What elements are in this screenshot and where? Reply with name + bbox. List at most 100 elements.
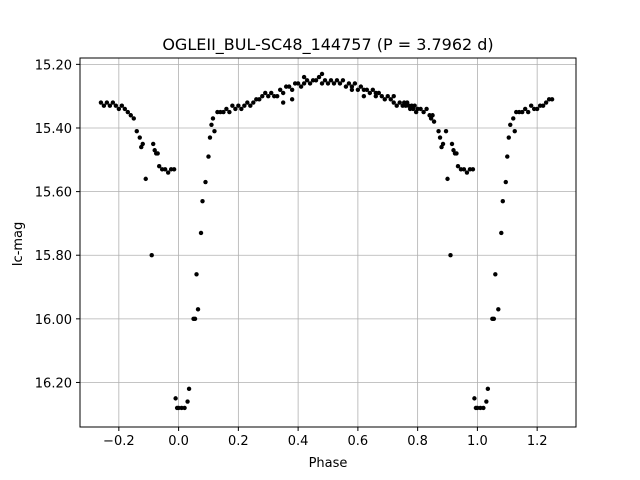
data-point <box>340 78 346 83</box>
x-tick-label: 1.0 <box>467 434 488 449</box>
data-point <box>260 93 265 99</box>
data-point <box>445 176 450 182</box>
data-point <box>151 141 156 147</box>
data-point <box>470 167 476 172</box>
data-point <box>382 97 387 102</box>
data-point <box>212 128 217 134</box>
data-point <box>367 90 373 96</box>
data-point <box>418 106 423 112</box>
x-tick-label: 0.0 <box>168 434 189 449</box>
x-tick-label: 0.6 <box>348 434 369 449</box>
data-point <box>443 128 449 134</box>
data-point <box>528 103 534 108</box>
data-point <box>149 253 154 258</box>
data-point <box>251 100 256 105</box>
data-point <box>373 90 379 96</box>
data-point <box>206 154 211 159</box>
data-point <box>481 405 486 411</box>
data-point <box>104 100 110 105</box>
data-point <box>430 113 435 118</box>
y-tick-label: 16.00 <box>35 313 72 328</box>
data-point <box>125 109 131 115</box>
y-axis: 15.20 15.40 15.60 15.80 16.00 16.20 <box>35 58 80 391</box>
y-axis-label: Ic-mag <box>11 222 26 267</box>
data-point <box>131 116 136 121</box>
data-point <box>511 116 516 121</box>
data-point <box>391 93 396 99</box>
data-point <box>113 103 119 108</box>
data-point <box>370 87 376 93</box>
data-point <box>248 103 253 108</box>
data-point <box>349 87 355 93</box>
data-point <box>242 103 247 108</box>
data-point <box>203 179 208 185</box>
data-point <box>236 103 241 108</box>
data-point <box>137 135 142 140</box>
data-point <box>319 81 325 86</box>
data-point <box>334 78 340 83</box>
data-point <box>266 93 271 99</box>
data-point <box>355 87 361 93</box>
data-point <box>165 170 171 175</box>
data-point <box>549 97 555 102</box>
data-point <box>185 399 190 404</box>
data-point <box>352 81 358 86</box>
data-point <box>512 128 517 134</box>
data-point <box>182 405 187 411</box>
data-point <box>298 84 304 89</box>
data-point <box>325 81 331 86</box>
data-point <box>436 128 441 134</box>
data-point <box>319 71 325 77</box>
data-point <box>394 103 399 108</box>
data-point <box>304 78 310 83</box>
data-point <box>289 97 295 102</box>
data-point <box>337 81 343 86</box>
data-point <box>195 307 201 312</box>
data-point <box>230 103 235 108</box>
x-axis: −0.2 0.0 0.2 0.4 0.6 0.8 1.0 1.2 <box>103 427 548 449</box>
chart-title: OGLEII_BUL-SC48_144757 (P = 3.7962 d) <box>162 35 493 55</box>
data-point <box>224 106 229 112</box>
data-point <box>257 97 262 102</box>
data-point <box>263 90 268 96</box>
data-point <box>464 170 470 175</box>
data-point <box>162 167 168 172</box>
data-point <box>484 399 489 404</box>
data-point <box>110 100 116 105</box>
data-point <box>424 106 429 112</box>
data-point <box>388 97 393 102</box>
data-point <box>239 106 244 112</box>
data-point <box>534 106 540 112</box>
data-point <box>155 151 160 156</box>
data-point <box>313 78 319 83</box>
data-point <box>506 135 511 140</box>
data-point <box>361 93 367 99</box>
data-point <box>540 103 546 108</box>
data-point <box>227 109 232 115</box>
data-point <box>173 396 178 401</box>
data-point <box>421 109 426 115</box>
data-point <box>128 113 133 118</box>
data-point <box>520 109 525 115</box>
x-tick-label: 0.8 <box>407 434 428 449</box>
data-point <box>500 198 505 204</box>
data-point <box>269 90 274 96</box>
data-point <box>307 81 313 86</box>
data-point <box>210 116 216 121</box>
data-point <box>140 141 145 147</box>
data-point <box>455 163 461 169</box>
data-point <box>143 176 148 182</box>
data-point <box>379 93 384 99</box>
data-point <box>233 106 238 112</box>
data-point <box>107 103 113 108</box>
data-point <box>101 103 107 108</box>
data-point <box>440 141 446 147</box>
plot-frame <box>79 57 577 428</box>
data-points <box>98 71 555 411</box>
y-tick-label: 15.20 <box>35 58 72 73</box>
data-point <box>505 154 510 159</box>
data-point <box>322 78 328 83</box>
data-point <box>437 135 443 140</box>
data-point <box>275 93 280 99</box>
